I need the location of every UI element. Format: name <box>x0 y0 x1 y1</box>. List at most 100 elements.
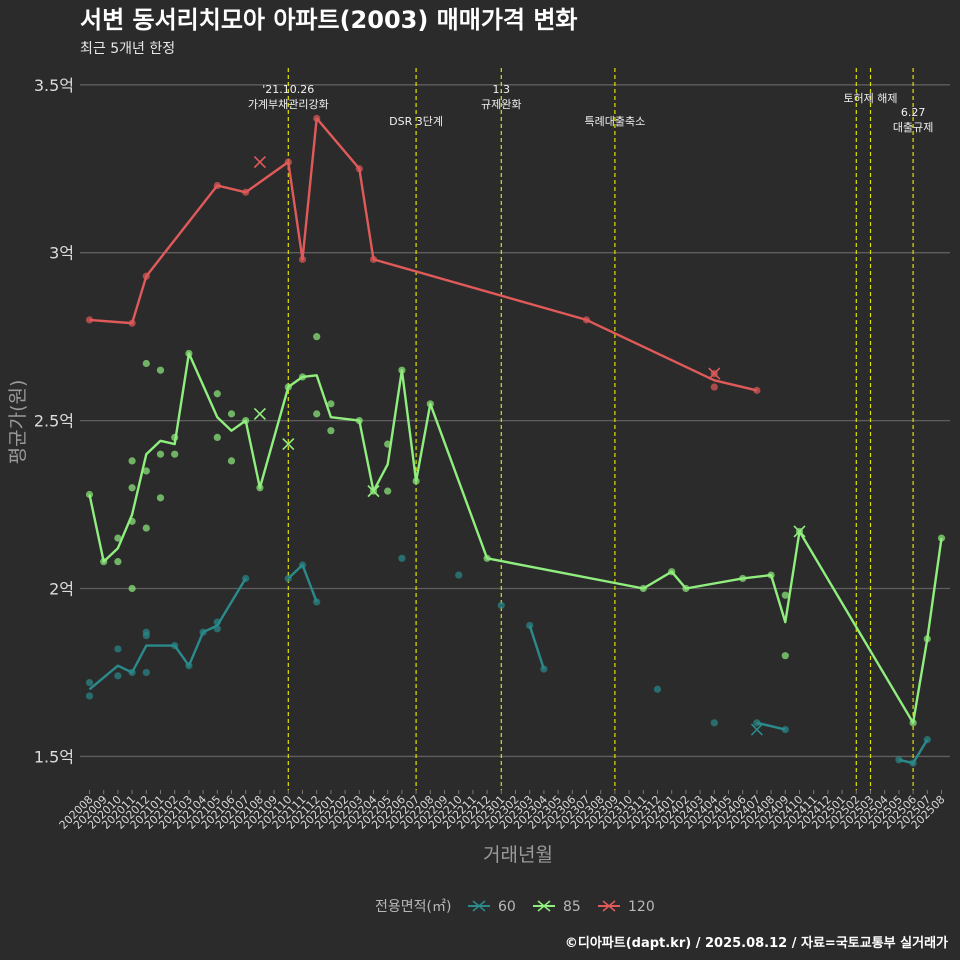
data-point-85 <box>128 457 136 465</box>
data-point-120 <box>369 255 378 264</box>
y-gridlines <box>80 84 950 758</box>
data-point-60 <box>895 756 903 764</box>
event-label: 특례대출축소 <box>585 115 646 128</box>
data-point-85 <box>213 390 221 398</box>
event-label: 가계부채관리강화 <box>248 98 329 111</box>
data-point-85 <box>142 524 150 532</box>
data-point-60 <box>298 561 307 569</box>
source-caption: ©디아파트(dapt.kr) / 2025.08.12 / 자료=국토교통부 실… <box>565 935 948 951</box>
legend-marker <box>537 900 551 912</box>
data-point-85 <box>781 591 789 599</box>
data-point-85 <box>213 433 221 441</box>
data-point-120 <box>128 319 136 327</box>
data-point-85 <box>781 652 789 660</box>
data-point-85 <box>85 490 94 499</box>
data-point-120 <box>213 181 221 190</box>
legend-label: 120 <box>628 899 655 915</box>
event-label: 대출규제 <box>893 121 933 134</box>
data-point-85 <box>227 410 236 418</box>
data-point-120 <box>298 255 307 264</box>
data-point-60 <box>398 554 406 562</box>
legend: 전용면적(㎡) 60 85 120 <box>375 899 655 915</box>
data-point-85 <box>313 410 321 418</box>
data-point-85 <box>384 487 392 495</box>
data-point-85 <box>426 400 434 408</box>
legend-item-60: 60 <box>468 899 516 915</box>
series-line-60 <box>528 625 546 670</box>
data-point-60 <box>540 665 548 673</box>
legend-label: 60 <box>498 899 516 915</box>
data-point-60 <box>497 601 505 609</box>
data-point-85 <box>682 584 690 593</box>
data-point-60 <box>242 574 250 583</box>
data-point-60 <box>114 672 122 680</box>
data-point-85 <box>114 534 122 542</box>
data-point-60 <box>526 621 534 630</box>
data-point-85 <box>923 635 931 643</box>
y-tick-label: 3.5억 <box>34 76 74 95</box>
event-label: 1.3 <box>493 83 511 96</box>
legend-item-120: 120 <box>598 899 655 915</box>
data-point-60 <box>781 725 789 734</box>
data-point-85 <box>327 400 335 408</box>
event-label: 토허제 해제 <box>843 91 897 105</box>
legend-label: 85 <box>563 899 581 915</box>
data-point-60 <box>213 618 221 626</box>
data-point-60 <box>85 678 94 687</box>
data-point-85 <box>384 440 392 448</box>
data-point-85 <box>398 366 406 374</box>
data-point-85 <box>156 450 165 458</box>
data-point-120 <box>313 114 321 122</box>
legend-marker <box>472 900 486 912</box>
legend-title: 전용면적(㎡) <box>375 899 451 915</box>
event-label: DSR 3단계 <box>389 115 443 128</box>
data-point-60 <box>142 631 150 640</box>
data-point-85 <box>128 584 136 593</box>
data-point-60 <box>313 598 321 606</box>
legend-marker <box>602 900 616 912</box>
data-point-85 <box>739 574 747 583</box>
data-point-85 <box>327 427 335 435</box>
data-point-120 <box>284 158 292 166</box>
data-point-85 <box>256 484 264 492</box>
series-line-60 <box>287 563 318 603</box>
y-axis-label: 평균가(원) <box>7 380 29 465</box>
data-point-60 <box>199 628 207 636</box>
data-point-60 <box>753 719 761 727</box>
data-point-120 <box>355 165 363 173</box>
data-point-60 <box>128 668 136 677</box>
data-point-60 <box>653 685 662 693</box>
y-tick-label: 1.5억 <box>34 747 74 766</box>
data-point-85 <box>142 359 150 368</box>
data-point-60 <box>923 736 931 744</box>
data-point-60 <box>909 759 917 767</box>
data-point-60 <box>171 642 179 650</box>
event-label: 6.27 <box>901 106 926 119</box>
chart-subtitle: 최근 5개년 한정 <box>80 41 175 57</box>
data-point-85 <box>171 433 179 441</box>
data-point-120 <box>710 383 718 391</box>
data-point-120 <box>85 316 94 324</box>
data-point-85 <box>128 517 136 525</box>
series-line-120 <box>89 117 758 392</box>
series-points <box>85 114 946 767</box>
data-point-120 <box>142 272 150 280</box>
data-point-85 <box>909 719 917 727</box>
chart-title: 서변 동서리치모아 아파트(2003) 매매가격 변화 <box>80 6 578 34</box>
y-axis-ticks: 1.5억 2억 2.5억 3억 3.5억 <box>34 76 74 767</box>
data-point-85 <box>483 554 491 562</box>
data-point-85 <box>227 457 236 465</box>
data-point-85 <box>242 417 250 425</box>
data-point-60 <box>185 662 193 670</box>
cancelled-marker-85 <box>282 438 295 451</box>
data-point-60 <box>284 574 292 583</box>
data-point-85 <box>937 534 946 542</box>
series-line-85 <box>88 352 943 724</box>
data-point-60 <box>455 571 463 579</box>
cancelled-marker-85 <box>253 407 266 420</box>
data-point-120 <box>753 386 761 394</box>
data-point-85 <box>313 333 321 341</box>
data-point-85 <box>142 467 150 475</box>
